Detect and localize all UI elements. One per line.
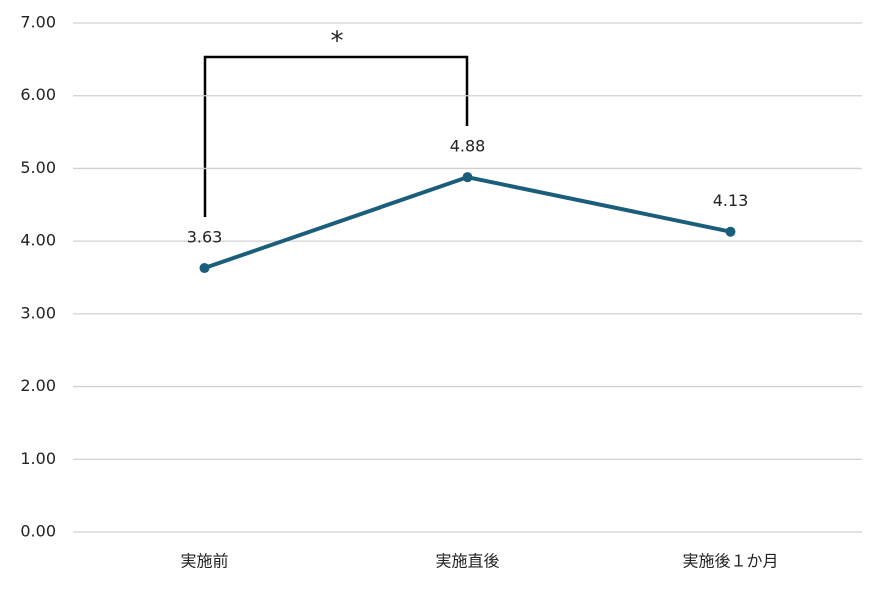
data-point [199,263,210,274]
y-tick-label: 1.00 [20,449,56,468]
y-tick-label: 0.00 [20,522,56,541]
significance-mark: * [331,27,344,57]
y-tick-label: 2.00 [20,376,56,395]
x-tick-label: 実施後１か月 [682,552,778,571]
y-tick-label: 6.00 [20,85,56,104]
y-tick-label: 5.00 [20,158,56,177]
x-tick-label: 実施直後 [435,552,499,571]
series-line [203,175,731,270]
data-point [462,172,473,183]
x-tick-label: 実施前 [180,552,228,571]
data-label: 4.88 [450,137,486,156]
data-label: 4.13 [713,191,749,210]
y-tick-label: 7.00 [20,13,56,32]
y-tick-label: 3.00 [20,303,56,322]
significance-bracket [203,55,469,217]
data-label: 3.63 [187,228,223,247]
y-tick-label: 4.00 [20,231,56,250]
data-point [725,226,736,237]
